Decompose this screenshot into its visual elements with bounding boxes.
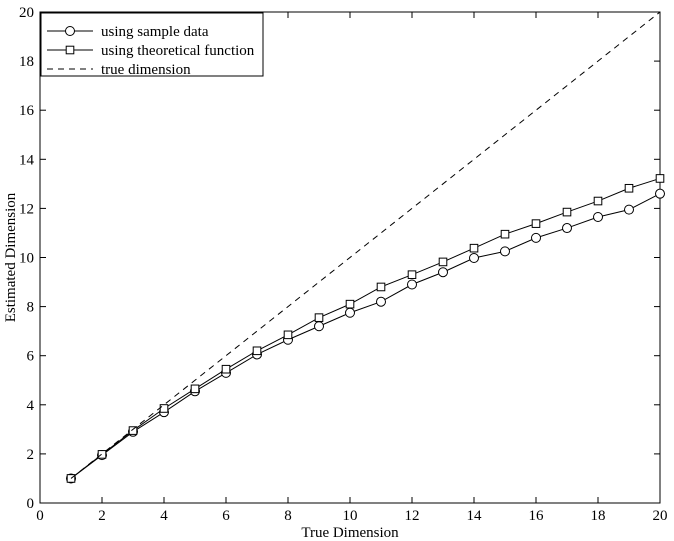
x-tick-label: 0 (36, 508, 44, 524)
series-2-point (190, 384, 200, 394)
x-tick-label: 16 (529, 508, 545, 524)
series-2-point (221, 364, 231, 374)
y-tick-label: 18 (19, 54, 34, 70)
y-tick-label: 6 (27, 349, 35, 365)
series-1-point (376, 296, 386, 307)
y-tick-label: 20 (19, 5, 34, 21)
legend-marker-1 (65, 26, 75, 36)
legend-label-3: true dimension (101, 62, 191, 78)
x-tick-label: 10 (343, 508, 358, 524)
series-2-point (655, 174, 665, 183)
legend-marker-2 (65, 45, 75, 55)
series-2-point (283, 330, 293, 340)
y-tick-label: 16 (19, 103, 35, 119)
series-2-point (438, 257, 448, 267)
series-2-point (562, 207, 572, 217)
series-2-point (531, 219, 541, 228)
legend-label-2: using theoretical function (101, 43, 255, 59)
y-tick-label: 2 (27, 447, 35, 463)
series-2-point (345, 299, 355, 309)
y-axis-label: Estimated Dimension (3, 192, 19, 322)
series-2-point (314, 313, 324, 322)
series-1-point (500, 246, 510, 257)
series-1-point (407, 279, 417, 290)
series-1-point (531, 232, 541, 243)
plot-layer: 0 2 4 6 8 10 12 14 16 18 20 0 2 4 6 8 10 12 14 16 18 20 (19, 5, 668, 524)
x-tick-label: 6 (222, 508, 230, 524)
y-tick-label: 8 (27, 300, 35, 316)
legend-box (40, 12, 264, 77)
series-2-point (159, 404, 169, 413)
series-1-point (655, 188, 665, 199)
series-2-point (593, 196, 603, 206)
x-tick-label: 18 (591, 508, 606, 524)
series-1-point (469, 252, 479, 263)
series-2-point (128, 426, 138, 435)
legend-items: using sample data using theoretical funct… (47, 24, 255, 78)
series-2-point (624, 183, 634, 193)
series-2-point (407, 270, 417, 279)
series-1-point (438, 267, 448, 278)
legend: using sample data using theoretical funct… (40, 12, 264, 78)
series-1-point (593, 211, 603, 222)
series-line-3 (70, 11, 661, 479)
series-2-point (469, 243, 479, 253)
legend-label-1: using sample data (101, 24, 209, 40)
x-axis-label: True Dimension (301, 525, 399, 541)
series-line-1 (70, 193, 661, 479)
x-tick-label: 8 (284, 508, 292, 524)
y-tick-label: 4 (27, 398, 35, 414)
y-tick-label: 10 (19, 251, 34, 267)
series-line-2 (70, 177, 661, 479)
x-tick-label: 20 (653, 508, 668, 524)
series-2-point (252, 346, 262, 356)
series-1-point (562, 223, 572, 234)
x-tick-label: 4 (160, 508, 168, 524)
series-1-point (314, 321, 324, 332)
series-1-point (624, 204, 634, 215)
y-tick-label: 14 (19, 152, 35, 168)
y-tick-label: 0 (27, 496, 35, 512)
series-1-point (345, 307, 355, 318)
x-tick-label: 14 (467, 508, 483, 524)
x-tick-label: 12 (405, 508, 420, 524)
series-2-point (500, 229, 510, 239)
series-2-point (376, 282, 386, 292)
series-2-point (97, 450, 107, 459)
y-tick-label: 12 (19, 201, 34, 217)
x-tick-label: 2 (98, 508, 106, 524)
